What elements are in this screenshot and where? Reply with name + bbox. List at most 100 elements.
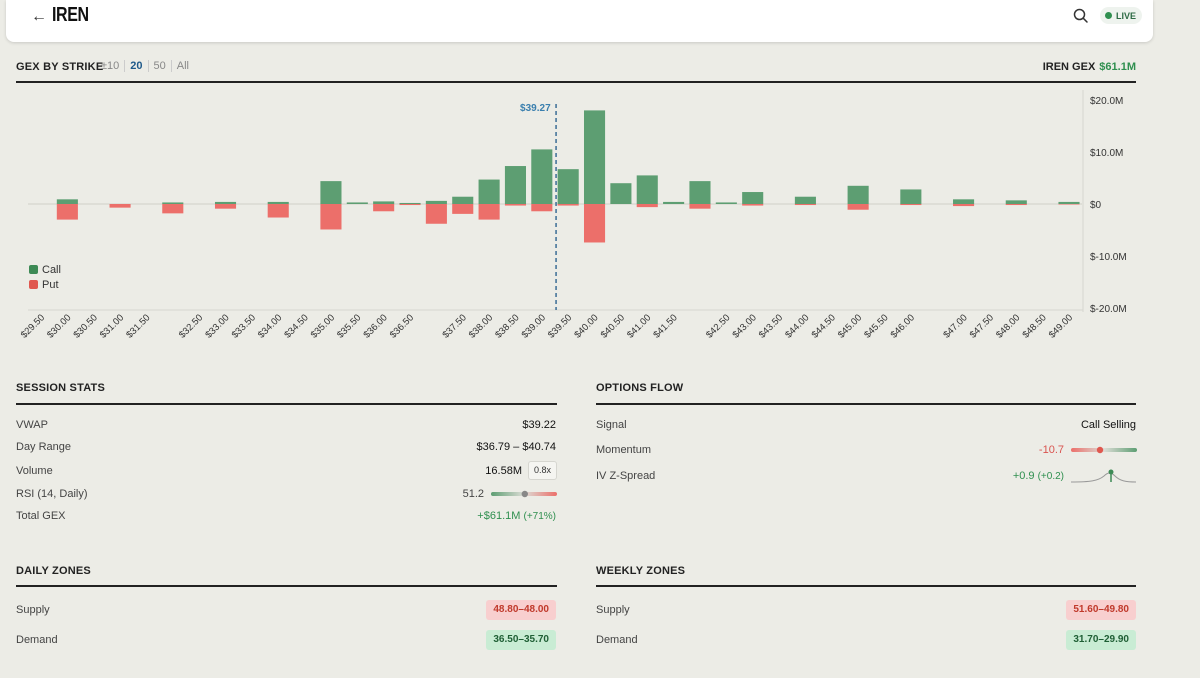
x-tick-label: $33.50: [230, 312, 258, 340]
iv-marker-icon: [1108, 469, 1114, 475]
call-bar: [663, 201, 685, 204]
weekly-supply-label: Supply: [596, 604, 630, 616]
call-bar: [900, 189, 922, 204]
x-tick-label: $38.00: [467, 312, 495, 340]
call-bar: [162, 202, 184, 204]
daily-demand-label: Demand: [16, 634, 58, 646]
put-bar: [109, 204, 131, 208]
vwap-label: VWAP: [16, 419, 48, 431]
x-tick-label: $30.50: [72, 312, 100, 340]
x-tick-label: $47.50: [968, 312, 996, 340]
call-bar: [636, 175, 658, 204]
call-bar: [346, 202, 368, 204]
put-bar: [478, 204, 500, 220]
day-range-value: $36.79 – $40.74: [476, 441, 556, 453]
put-bar: [425, 204, 447, 224]
search-icon[interactable]: [1072, 7, 1090, 25]
gex-total-value: $61.1M: [1099, 61, 1136, 73]
call-bar: [794, 196, 816, 204]
range-selector: ±10 20 50 All: [96, 60, 194, 72]
spot-price-label: $39.27: [520, 103, 551, 114]
call-bar: [715, 202, 737, 204]
top-bar: ← IREN LIVE: [6, 0, 1153, 42]
x-tick-label: $43.00: [730, 312, 758, 340]
put-bar: [162, 204, 184, 214]
x-tick-label: $45.00: [836, 312, 864, 340]
session-stats-divider: [16, 403, 557, 405]
call-bar: [373, 201, 395, 204]
call-bar: [56, 199, 78, 204]
legend-call-label: Call: [42, 263, 61, 276]
put-bar: [847, 204, 869, 210]
rsi-value: 51.2: [462, 488, 484, 500]
x-tick-label: $29.50: [19, 312, 47, 340]
x-tick-label: $35.50: [335, 312, 363, 340]
call-bar: [425, 200, 447, 204]
iv-zspread-change: (+0.2): [1037, 471, 1064, 482]
iv-distribution-curve: [1070, 469, 1137, 483]
session-stats-title: SESSION STATS: [16, 382, 105, 394]
put-bar: [900, 204, 922, 206]
x-tick-label: $47.00: [941, 312, 969, 340]
chart-legend: Call Put: [29, 262, 61, 292]
live-badge: LIVE: [1100, 7, 1143, 24]
call-bar: [610, 183, 632, 204]
put-bar: [583, 204, 606, 243]
call-bar: [320, 181, 342, 204]
daily-zones-title: DAILY ZONES: [16, 565, 91, 577]
rsi-label: RSI (14, Daily): [16, 488, 88, 500]
call-bar: [953, 199, 975, 204]
daily-zones-divider: [16, 585, 557, 587]
iv-zspread-label: IV Z-Spread: [596, 470, 656, 482]
gex-total: IREN GEX $61.1M: [1043, 61, 1136, 73]
weekly-demand-label: Demand: [596, 634, 638, 646]
put-bar: [1058, 204, 1080, 205]
x-tick-label: $37.50: [441, 312, 469, 340]
gex-by-strike-chart: $20.0M $10.0M $0 $-10.0M $-20.0M $39.27 $29.50…: [19, 90, 1127, 341]
legend-call: Call: [29, 262, 61, 277]
x-tick-label: $46.00: [889, 312, 917, 340]
x-tick-label: $32.50: [177, 312, 205, 340]
volume-value: 16.58M: [485, 465, 522, 477]
weekly-zones-title: WEEKLY ZONES: [596, 565, 686, 577]
put-bar: [742, 204, 764, 206]
x-tick-label: $49.00: [1047, 312, 1075, 340]
x-tick-label: $36.00: [361, 312, 389, 340]
range-option-all[interactable]: All: [170, 60, 194, 72]
put-bar: [320, 204, 342, 230]
daily-demand-pill: 36.50–35.70: [486, 630, 556, 650]
put-bar: [373, 204, 395, 212]
call-bar: [1005, 200, 1027, 204]
x-tick-label: $40.00: [572, 312, 600, 340]
back-arrow-icon[interactable]: ←: [31, 8, 47, 25]
total-gex-label: Total GEX: [16, 510, 66, 522]
day-range-label: Day Range: [16, 441, 72, 453]
put-swatch-icon: [29, 280, 38, 289]
vwap-value: $39.22: [522, 419, 556, 431]
gex-title: GEX BY STRIKE: [16, 61, 104, 73]
x-tick-label: $48.50: [1020, 312, 1048, 340]
call-bar: [452, 196, 474, 204]
x-tick-label: $41.00: [625, 312, 653, 340]
daily-supply-pill: 48.80–48.00: [486, 600, 556, 620]
x-tick-label: $42.50: [704, 312, 732, 340]
weekly-zones-divider: [596, 585, 1136, 587]
total-gex-row: +$61.1M (+71%): [477, 510, 556, 522]
gex-header: GEX BY STRIKE ±10 20 50 All IREN GEX $61.…: [16, 57, 1136, 83]
live-label: LIVE: [1116, 10, 1137, 21]
range-option-10[interactable]: ±10: [101, 60, 120, 72]
put-bar: [953, 204, 975, 207]
x-tick-label: $34.00: [256, 312, 284, 340]
weekly-supply-pill: 51.60–49.80: [1066, 600, 1136, 620]
range-option-50[interactable]: 50: [147, 60, 171, 72]
momentum-value: -10.7: [1038, 444, 1064, 456]
iv-zspread-row: +0.9 (+0.2): [1013, 470, 1064, 482]
x-tick-label: $30.00: [45, 312, 73, 340]
x-tick-label: $45.50: [862, 312, 890, 340]
x-tick-label: $38.50: [493, 312, 521, 340]
range-option-20[interactable]: 20: [124, 60, 147, 72]
call-bar: [583, 110, 606, 204]
x-tick-label: $33.00: [203, 312, 231, 340]
call-bar: [557, 169, 579, 204]
options-flow-title: OPTIONS FLOW: [596, 382, 684, 394]
